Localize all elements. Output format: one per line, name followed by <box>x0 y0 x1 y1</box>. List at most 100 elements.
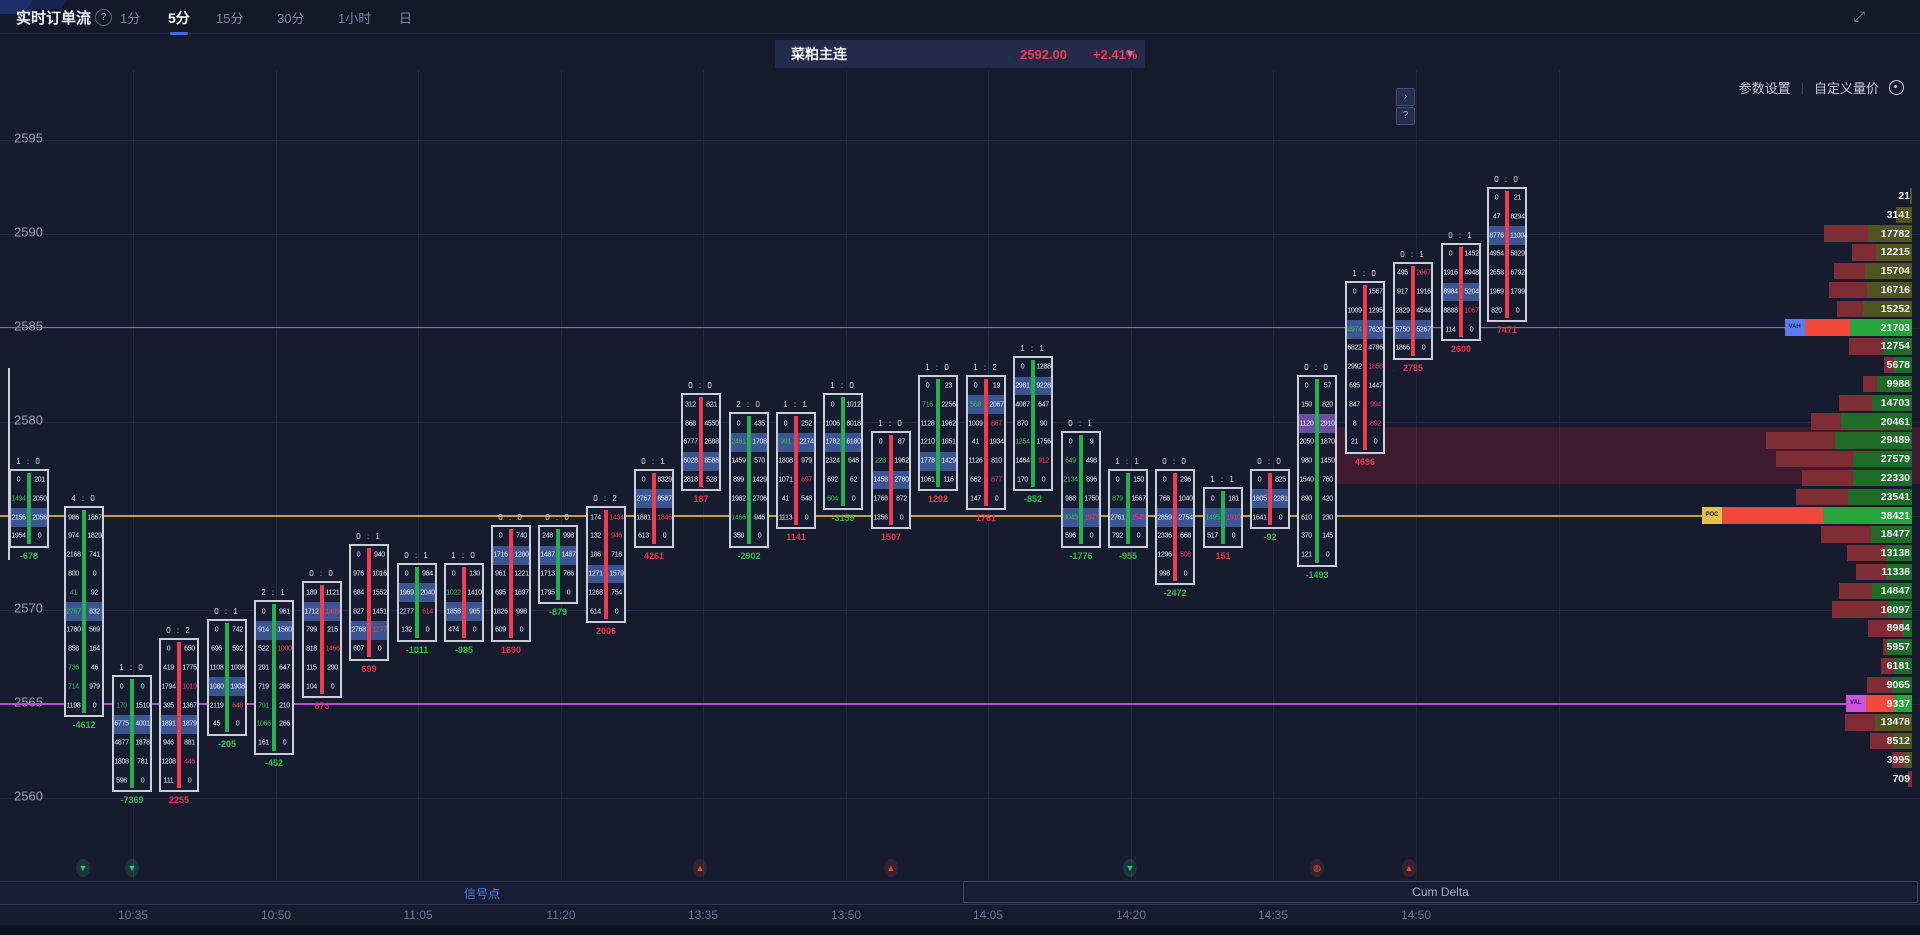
bid-volume: 596 <box>1065 532 1076 540</box>
ask-volume: 650 <box>184 645 195 653</box>
volume-profile-value: 12215 <box>1880 246 1910 259</box>
ask-volume: 230 <box>1322 514 1333 522</box>
val-line <box>0 702 1858 705</box>
footprint-candle: 189 1121 1712 1409 799 215 818 1466 115 290 104 0 <box>302 581 342 699</box>
bid-volume: 1487 <box>540 551 555 559</box>
time-axis-label: 11:20 <box>546 908 576 922</box>
candle-row: 0 23 <box>920 377 956 396</box>
candle-row: 1198 0 <box>66 696 102 715</box>
candle-row: 1808 781 <box>114 753 150 772</box>
sell-signal-marker[interactable]: ◍ <box>1310 859 1324 877</box>
price-gridline <box>0 233 1920 235</box>
ask-volume: 1908 <box>230 683 245 691</box>
profile-buy-segment <box>1871 582 1912 600</box>
candle-header: 0 : 0 <box>688 381 714 391</box>
candle-row: 1866 0 <box>1395 339 1431 358</box>
candle-row: 0 650 <box>161 640 197 659</box>
tab-30分[interactable]: 30分 <box>277 11 305 26</box>
footprint-candle: 0 742 696 592 1108 1008 1080 1908 2119 648 45 0 <box>207 619 247 736</box>
sell-signal-marker[interactable]: ▲ <box>1402 859 1416 877</box>
profile-vah-marker: VAH <box>1784 319 1805 336</box>
ask-volume: 1579 <box>609 570 624 578</box>
bid-volume: 6028 <box>683 457 698 465</box>
profile-buy-segment <box>1888 601 1912 618</box>
sell-signal-marker[interactable]: ▲ <box>884 859 898 877</box>
signal-points-label[interactable]: 信号点 <box>463 887 501 901</box>
price-axis-label: 2565 <box>14 694 43 710</box>
tab-1分[interactable]: 1分 <box>120 11 141 26</box>
custom-volume-price-button[interactable]: 自定义量价 <box>1813 81 1879 96</box>
ask-volume: 569 <box>89 626 100 634</box>
candle-row: 1006 8018 <box>825 414 861 433</box>
ask-volume: 548 <box>801 495 812 503</box>
candle-header: 0 : 1 <box>404 550 430 560</box>
collapse-icon[interactable]: ⤢ <box>1853 8 1865 24</box>
volume-profile-value: 38421 <box>1880 509 1910 522</box>
time-axis-label: 10:35 <box>117 908 149 922</box>
candle-row: 115 290 <box>304 659 340 678</box>
bid-volume: 946 <box>163 739 174 747</box>
bid-volume: 6775 <box>114 720 129 728</box>
instrument-selector[interactable]: 菜粕主连 2592.00 +2.41% ▾ <box>775 40 1145 68</box>
ask-volume: 760 <box>1322 476 1333 484</box>
ask-volume: 435 <box>754 420 765 428</box>
buy-signal-marker[interactable]: ▼ <box>76 859 90 877</box>
volume-profile-value: 3995 <box>1886 754 1910 766</box>
profile-sell-segment <box>1824 225 1869 242</box>
bid-volume: 1208 <box>161 758 176 766</box>
settings-button[interactable]: 参数设置 <box>1738 81 1791 96</box>
candle-row: 4087 647 <box>1015 395 1051 414</box>
bid-volume: 41 <box>971 438 980 446</box>
candle-row: 879 1567 <box>1110 489 1146 508</box>
ask-volume: 998 <box>516 608 527 616</box>
candle-row: 1022 1410 <box>446 583 482 602</box>
candle-row: 899 1429 <box>731 471 767 490</box>
tab-1小时[interactable]: 1小时 <box>338 11 372 26</box>
candle-row: 2134 896 <box>1063 471 1099 490</box>
footprint-candle: 0 21 47 8294 8776 11004 4954 5829 2658 6792 1969 17… <box>1487 186 1528 323</box>
tab-日[interactable]: 日 <box>399 11 413 26</box>
bid-volume: 695 <box>1349 382 1360 390</box>
bid-volume: 0 <box>1162 476 1167 484</box>
tab-5分[interactable]: 5分 <box>168 10 190 35</box>
candle-row: 610 230 <box>1299 508 1335 527</box>
ask-volume: 998 <box>563 532 574 540</box>
chart-help-button[interactable]: ? <box>1396 107 1415 125</box>
bid-volume: 517 <box>1207 532 1218 540</box>
bid-volume: 121 <box>1301 551 1312 559</box>
bid-volume: 2829 <box>1395 307 1410 315</box>
volume-profile-value: 20461 <box>1880 415 1910 428</box>
ask-volume: 57 <box>1323 382 1332 390</box>
ask-volume: 1429 <box>752 476 767 484</box>
ask-volume: 4550 <box>704 420 719 428</box>
tab-15分[interactable]: 15分 <box>216 11 244 26</box>
buy-signal-marker[interactable]: ▼ <box>125 859 139 877</box>
bid-volume: 248 <box>542 532 553 540</box>
ask-volume: 8329 <box>657 476 672 484</box>
candle-header: 0 : 1 <box>356 531 382 541</box>
candle-row: 1066 266 <box>256 715 292 734</box>
help-icon[interactable]: ? <box>95 9 112 26</box>
chevron-down-icon[interactable]: ▾ <box>1127 46 1134 60</box>
candle-delta-value: 151 <box>1215 550 1231 561</box>
bid-volume: 0 <box>261 608 266 616</box>
delta-bar <box>794 416 798 525</box>
candle-row: 2992 1858 <box>1347 358 1383 377</box>
ask-volume: 0 <box>330 683 335 691</box>
buy-signal-marker[interactable]: ▼ <box>1123 859 1137 877</box>
profile-buy-segment <box>1849 319 1912 336</box>
ask-volume: 150 <box>1133 476 1144 484</box>
ask-volume: 892 <box>1370 420 1381 428</box>
ask-volume: 1858 <box>1368 363 1383 371</box>
ask-volume: 740 <box>516 532 527 540</box>
profile-sell-segment <box>1855 563 1887 581</box>
expand-panel-button[interactable]: › <box>1396 88 1415 106</box>
sell-signal-marker[interactable]: ▲ <box>693 859 707 877</box>
ask-volume: 1851 <box>941 438 956 446</box>
delta-bar <box>367 547 371 657</box>
bid-volume: 614 <box>590 608 601 616</box>
gear-icon[interactable] <box>1889 80 1904 95</box>
cum-delta-panel[interactable]: Cum Delta <box>963 881 1918 903</box>
bid-volume: 0 <box>166 645 171 653</box>
ask-volume: 164 <box>89 645 100 653</box>
